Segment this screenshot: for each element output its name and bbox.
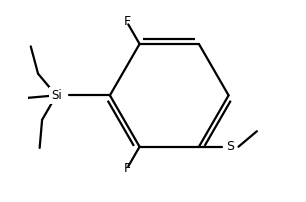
Text: S: S bbox=[226, 140, 234, 153]
Text: F: F bbox=[123, 162, 130, 175]
Text: F: F bbox=[123, 15, 130, 28]
Text: Si: Si bbox=[51, 89, 62, 102]
